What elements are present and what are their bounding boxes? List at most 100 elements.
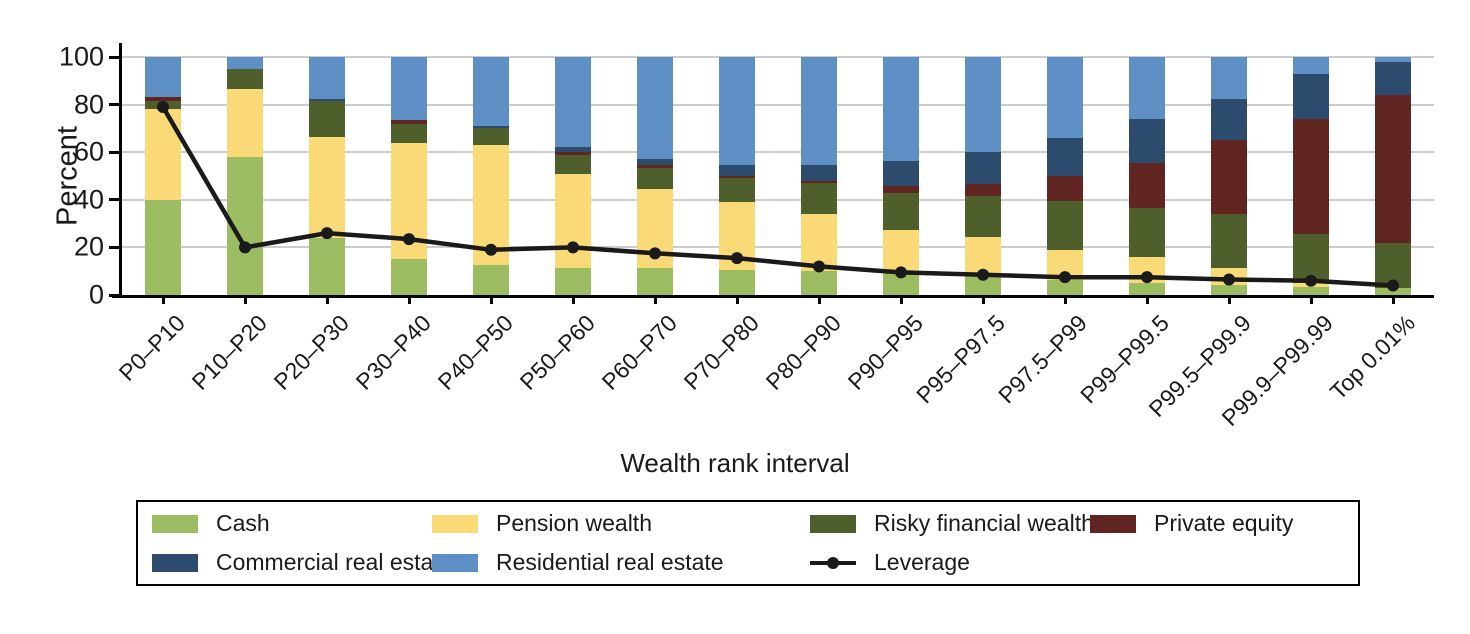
stacked-bar-P10–P20 [227,57,263,295]
bar-segment-cash [1129,283,1165,295]
legend-label: Pension wealth [496,510,652,536]
bar-segment-commercial-real-estate [801,165,837,181]
legend-swatch [152,553,198,572]
bar-segment-commercial-real-estate [1211,98,1247,141]
bar-segment-pension-wealth [883,229,919,273]
bar-segment-risky-financial-wealth [637,167,673,190]
bar-segment-pension-wealth [309,136,345,238]
bar-segment-cash [1211,285,1247,295]
legend-item-leverage: Leverage [810,551,1090,574]
bar-segment-residential-real-estate [719,57,755,166]
bar-segment-private-equity [1293,118,1329,235]
bar-segment-pension-wealth [555,173,591,268]
bar-segment-risky-financial-wealth [473,128,509,146]
bar-segment-risky-financial-wealth [719,178,755,203]
bar-segment-residential-real-estate [227,57,263,69]
x-axis-tick [325,295,329,304]
bar-segment-residential-real-estate [1211,57,1247,99]
bar-segment-cash [1293,286,1329,295]
bar-segment-residential-real-estate [637,57,673,160]
bar-segment-pension-wealth [473,145,509,266]
x-axis-tick [981,295,985,304]
bar-segment-risky-financial-wealth [391,123,427,143]
stacked-bar-Top 0.01% [1375,57,1411,295]
x-tick-label: P10–P20 [186,309,272,395]
bar-segment-private-equity [883,185,919,193]
bar-segment-private-equity [1375,95,1411,243]
bar-segment-pension-wealth [965,236,1001,276]
x-axis-tick [1309,295,1313,304]
x-tick-label: P0–P10 [113,309,190,386]
legend-swatch [810,514,856,533]
bar-segment-pension-wealth [719,202,755,271]
bar-segment-cash [473,265,509,295]
bar-segment-private-equity [1047,176,1083,201]
legend-item-residential-real-estate: Residential real estate [432,551,810,574]
bar-segment-pension-wealth [1129,256,1165,284]
bar-segment-pension-wealth [801,214,837,272]
bar-segment-risky-financial-wealth [1047,201,1083,250]
bar-segment-cash [637,267,673,295]
bar-segment-risky-financial-wealth [309,101,345,137]
x-tick-label: P20–P30 [268,309,354,395]
x-tick-label: P40–P50 [432,309,518,395]
x-axis-tick [161,295,165,304]
stacked-bar-P0–P10 [145,57,181,295]
x-axis-tick [489,295,493,304]
leverage-line [161,105,1394,288]
bar-segment-commercial-real-estate [883,160,919,186]
legend-label: Cash [216,510,270,536]
x-tick-label: P30–P40 [350,309,436,395]
stacked-bar-P90–P95 [883,57,919,295]
legend-swatch [432,514,478,533]
bar-segment-residential-real-estate [1047,57,1083,138]
bar-segment-risky-financial-wealth [227,68,263,90]
bar-segment-residential-real-estate [473,57,509,127]
x-axis-line [112,295,1434,298]
bar-segment-pension-wealth [1211,267,1247,286]
bar-segment-cash [555,267,591,295]
bar-segment-cash [719,270,755,295]
y-axis-tick [109,245,119,249]
stacked-bar-P40–P50 [473,57,509,295]
stacked-bar-P20–P30 [309,57,345,295]
legend-swatch [1090,514,1136,533]
bar-segment-private-equity [145,97,181,102]
bar-segment-risky-financial-wealth [801,183,837,215]
bar-segment-private-equity [1211,140,1247,215]
legend-item-cash: Cash [152,512,432,535]
bar-segment-residential-real-estate [145,57,181,98]
x-axis-tick [1391,295,1395,304]
stacked-bar-P60–P70 [637,57,673,295]
stacked-bar-P95–P97.5 [965,57,1001,295]
legend-label: Private equity [1154,510,1294,536]
x-axis-tick [243,295,247,304]
bar-segment-residential-real-estate [965,57,1001,153]
stacked-bar-P30–P40 [391,57,427,295]
bar-segment-risky-financial-wealth [1293,234,1329,284]
legend-label: Risky financial wealth [874,510,1094,536]
x-tick-label: P50–P60 [514,309,600,395]
bar-segment-commercial-real-estate [965,152,1001,185]
legend-label: Residential real estate [496,549,724,575]
stacked-bar-P50–P60 [555,57,591,295]
y-tick-label: 60 [73,136,104,167]
bar-segment-risky-financial-wealth [1129,208,1165,257]
y-axis-tick [109,150,119,154]
bar-segment-cash [965,275,1001,295]
plot-area: 0 20 40 60 80 100 P0–P10 P10–P20 P20–P30 P30–P40… [59,43,1434,431]
bar-segment-residential-real-estate [309,57,345,99]
x-tick-label: Top 0.01% [1324,309,1420,405]
legend-swatch [432,553,478,572]
bar-segment-commercial-real-estate [1375,61,1411,96]
x-axis-tick [1063,295,1067,304]
legend-swatch [152,514,198,533]
bar-segment-residential-real-estate [555,57,591,148]
bar-segment-residential-real-estate [801,57,837,166]
legend-label: Leverage [874,549,970,575]
bar-segment-residential-real-estate [1375,57,1411,62]
bar-segment-cash [227,156,263,295]
y-tick-label: 80 [73,89,104,120]
bar-segment-risky-financial-wealth [883,192,919,230]
x-axis-label: Wealth rank interval [620,448,850,478]
